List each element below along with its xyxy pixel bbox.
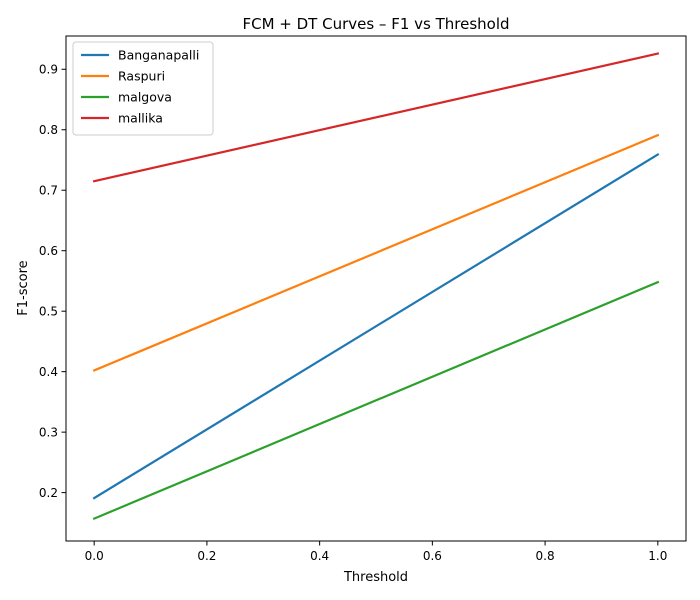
chart-title: FCM + DT Curves – F1 vs Threshold bbox=[242, 15, 509, 33]
legend-label: Raspuri bbox=[118, 69, 165, 84]
legend: Banganapalli Raspuri malgova mallika bbox=[72, 41, 214, 136]
series-line-raspuri bbox=[92, 133, 660, 372]
x-tick-label: 0.0 bbox=[85, 549, 104, 563]
x-tick-label: 0.8 bbox=[536, 549, 555, 563]
series-line-mallika bbox=[92, 52, 660, 183]
y-tick-label: 0.4 bbox=[39, 365, 58, 379]
plot-frame bbox=[65, 35, 687, 542]
legend-label: Banganapalli bbox=[118, 48, 199, 63]
legend-box bbox=[72, 41, 214, 136]
y-tick-label: 0.9 bbox=[39, 63, 58, 77]
y-tick-label: 0.6 bbox=[39, 244, 58, 258]
y-tick-label: 0.8 bbox=[39, 123, 58, 137]
y-tick-label: 0.5 bbox=[39, 304, 58, 318]
series-lines bbox=[92, 52, 660, 521]
x-axis: 0.0 0.2 0.4 0.6 0.8 1.0 bbox=[85, 541, 667, 563]
y-axis: 0.2 0.3 0.4 0.5 0.6 0.7 0.8 0.9 bbox=[39, 63, 66, 500]
legend-label: mallika bbox=[118, 111, 163, 126]
y-tick-label: 0.2 bbox=[39, 486, 58, 500]
y-tick-label: 0.7 bbox=[39, 184, 58, 198]
x-tick-label: 0.2 bbox=[197, 549, 216, 563]
x-tick-label: 0.6 bbox=[423, 549, 442, 563]
y-tick-label: 0.3 bbox=[39, 425, 58, 439]
x-tick-label: 0.4 bbox=[310, 549, 329, 563]
x-axis-label: Threshold bbox=[343, 570, 408, 585]
x-tick-label: 1.0 bbox=[648, 549, 667, 563]
y-axis-label: F1-score bbox=[16, 260, 31, 315]
legend-label: malgova bbox=[118, 90, 172, 105]
series-line-malgova bbox=[92, 280, 660, 521]
series-line-banganapalli bbox=[92, 153, 660, 500]
